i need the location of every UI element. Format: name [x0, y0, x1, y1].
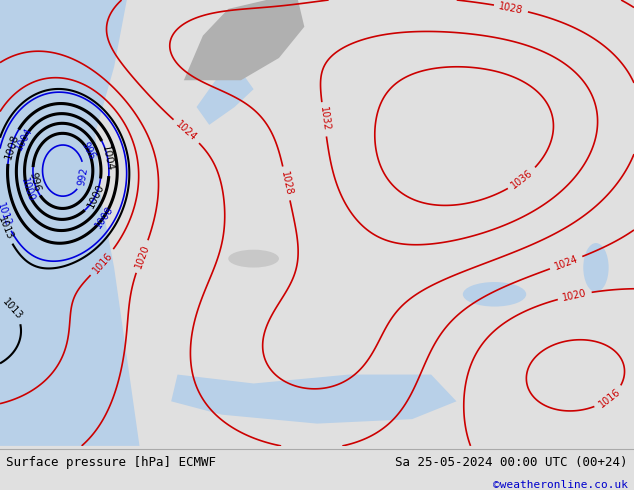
Text: 1016: 1016: [91, 250, 114, 275]
Text: 996: 996: [27, 171, 42, 193]
Text: 996: 996: [79, 140, 97, 161]
Polygon shape: [0, 0, 139, 446]
Polygon shape: [171, 374, 456, 423]
Text: 1016: 1016: [597, 387, 622, 410]
Ellipse shape: [583, 243, 609, 292]
Text: ©weatheronline.co.uk: ©weatheronline.co.uk: [493, 480, 628, 490]
Text: 1012: 1012: [0, 202, 13, 228]
Text: 1008: 1008: [3, 132, 20, 160]
Text: 1008: 1008: [93, 204, 115, 230]
Text: 1000: 1000: [19, 176, 36, 202]
Text: Surface pressure [hPa] ECMWF: Surface pressure [hPa] ECMWF: [6, 456, 216, 469]
Text: 1028: 1028: [498, 1, 524, 16]
Text: 1024: 1024: [174, 119, 199, 143]
Ellipse shape: [228, 250, 279, 268]
Text: 1024: 1024: [553, 254, 579, 272]
Text: 1036: 1036: [510, 168, 535, 191]
Ellipse shape: [463, 282, 526, 307]
Text: 1004: 1004: [100, 144, 115, 172]
Polygon shape: [197, 72, 254, 125]
Text: 1020: 1020: [562, 288, 588, 303]
Text: 1000: 1000: [85, 182, 106, 210]
Text: 1004: 1004: [14, 125, 34, 152]
Text: 1020: 1020: [133, 243, 151, 270]
Text: 992: 992: [76, 166, 89, 186]
Polygon shape: [184, 0, 304, 80]
Text: Sa 25-05-2024 00:00 UTC (00+24): Sa 25-05-2024 00:00 UTC (00+24): [395, 456, 628, 469]
Text: 1013: 1013: [0, 215, 14, 242]
Text: 1032: 1032: [318, 106, 331, 132]
Text: 1013: 1013: [1, 296, 25, 321]
Text: 1028: 1028: [279, 171, 294, 196]
